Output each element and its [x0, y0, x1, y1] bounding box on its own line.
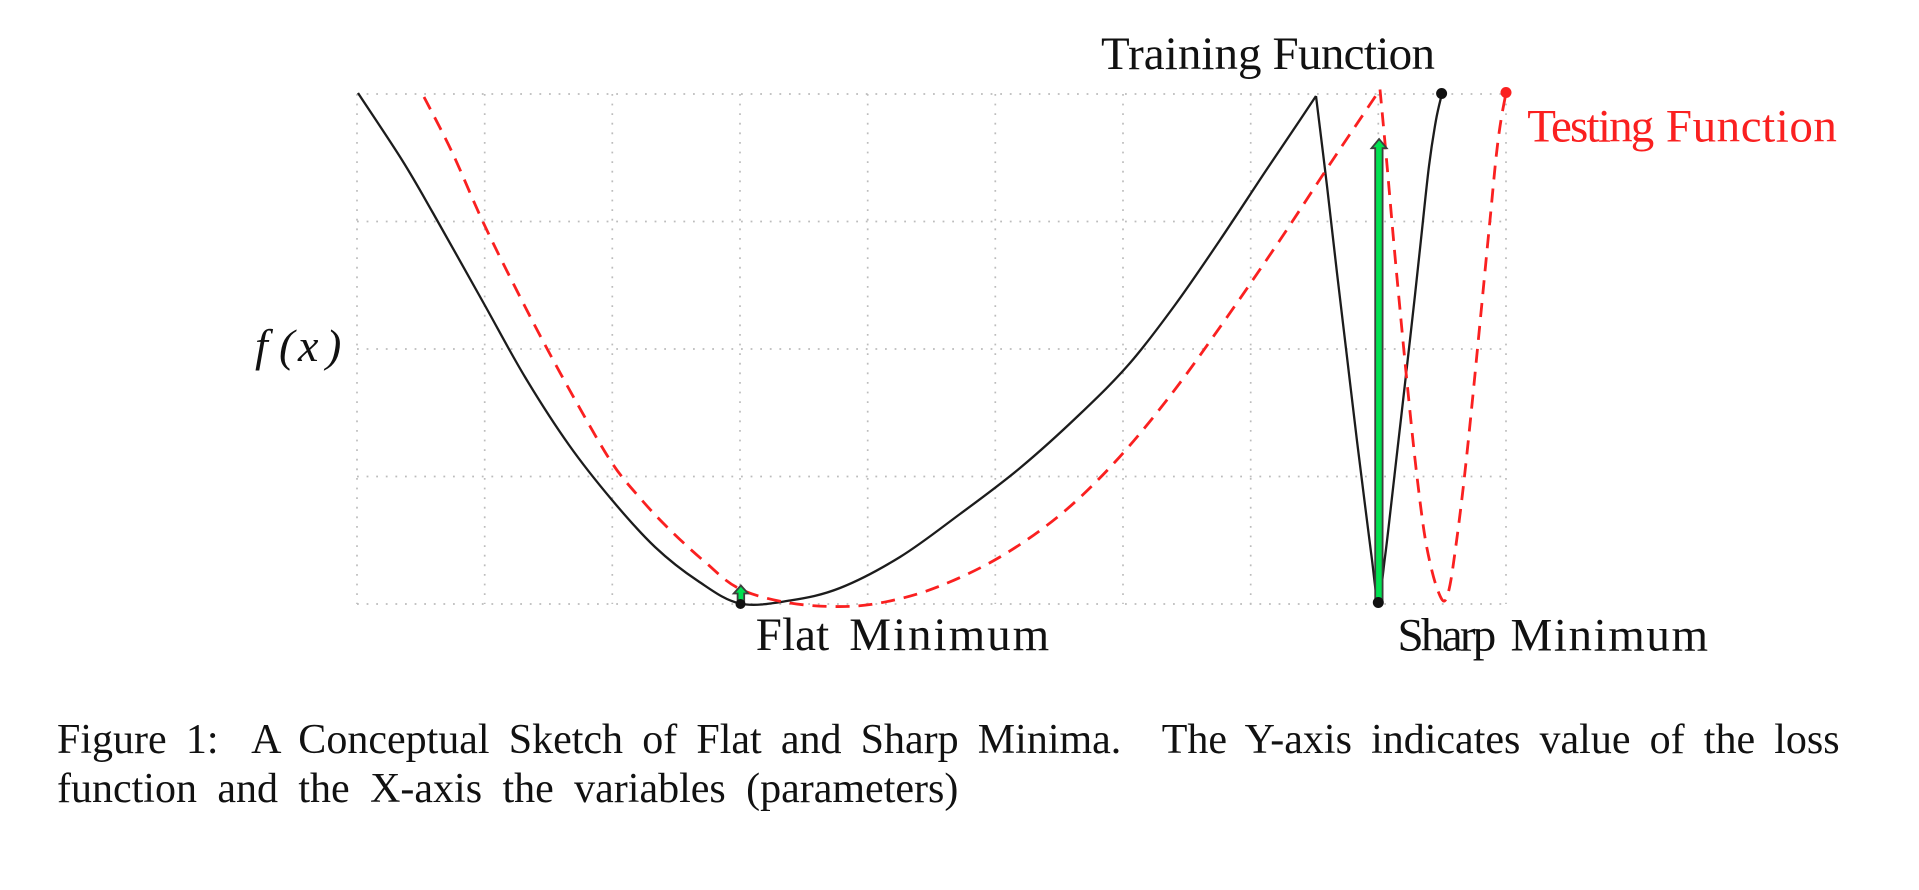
svg-text:function and the X-axis the va: function and the X-axis the variables (p… [57, 766, 958, 812]
svg-text:f(x): f (x) [255, 320, 341, 371]
svg-text:Figure 1: A Conceptual Sketch: Figure 1: A Conceptual Sketch of Flat an… [57, 717, 1840, 763]
